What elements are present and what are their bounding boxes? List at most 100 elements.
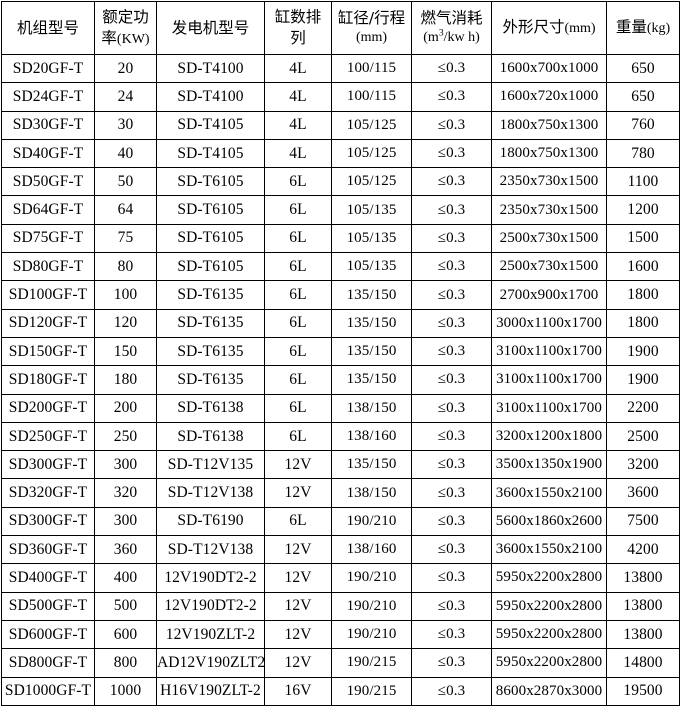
cell-bore: 105/135 [331,223,412,254]
cell-weight: 1900 [606,365,680,395]
cell-gas: ≤0.3 [411,308,492,338]
cell-model: SD320GF-T [1,478,95,508]
cell-gen: 12V190DT2-2 [156,563,265,593]
cell-model: SD600GF-T [1,619,95,650]
header-text-bore-line2: (mm) [355,30,388,46]
cell-model: SD1000GF-T [1,676,95,706]
cell-weight: 2500 [606,421,680,452]
cell-cyl: 12V [264,648,332,678]
cell-cyl: 6L [264,280,332,310]
cell-gen: H16V190ZLT-2 [156,676,265,706]
cell-dim: 1600x700x1000 [491,53,607,84]
cell-bore: 105/125 [331,110,412,140]
cell-gas: ≤0.3 [411,110,492,140]
cell-gas: ≤0.3 [411,591,492,621]
cell-model: SD80GF-T [1,252,95,282]
cell-bore: 138/150 [331,478,412,508]
column-header-cylinder: 缸数排 列 [264,1,332,55]
cell-dim: 2700x900x1700 [491,280,607,310]
cell-power: 64 [94,195,157,225]
cell-gen: SD-T4100 [156,82,265,112]
cell-power: 300 [94,506,157,537]
cell-power: 320 [94,478,157,508]
header-text-gas-line2: (m3/kw h) [423,28,480,46]
cell-dim: 2500x730x1500 [491,252,607,282]
cell-gen: SD-T6105 [156,167,265,197]
cell-gen: SD-T12V138 [156,535,265,565]
cell-model: SD180GF-T [1,365,95,395]
header-row: 机组型号 额定功 率(KW) 发电机型号 缸数排 列 缸径/行程 (mm) 燃气… [1,1,680,55]
cell-bore: 105/135 [331,252,412,282]
cell-gen: 12V190ZLT-2 [156,619,265,650]
cell-bore: 190/210 [331,591,412,621]
table-row: SD250GF-T 250 SD-T6138 6L 138/160 ≤0.3 3200x12… [1,421,680,452]
cell-power: 30 [94,110,157,140]
header-text-dimensions: 外形尺寸(mm) [502,18,596,37]
cell-gen: SD-T4105 [156,110,265,140]
cell-weight: 7500 [606,506,680,537]
cell-dim: 3100x1100x1700 [491,336,607,367]
cell-model: SD100GF-T [1,280,95,310]
cell-weight: 1900 [606,336,680,367]
cell-model: SD150GF-T [1,336,95,367]
table-row: SD100GF-T 100 SD-T6135 6L 135/150 ≤0.3 2700x90… [1,280,680,310]
cell-weight: 13800 [606,591,680,621]
cell-power: 400 [94,563,157,593]
cell-power: 40 [94,138,157,169]
cell-bore: 190/215 [331,648,412,678]
cell-gen: SD-T6138 [156,421,265,452]
cell-bore: 138/160 [331,421,412,452]
cell-model: SD200GF-T [1,393,95,423]
cell-dim: 1600x720x1000 [491,82,607,112]
cell-power: 360 [94,535,157,565]
cell-gas: ≤0.3 [411,535,492,565]
cell-gas: ≤0.3 [411,82,492,112]
table-row: SD200GF-T 200 SD-T6138 6L 138/150 ≤0.3 3100x11… [1,393,680,423]
cell-power: 50 [94,167,157,197]
cell-power: 800 [94,648,157,678]
cell-gas: ≤0.3 [411,648,492,678]
cell-gas: ≤0.3 [411,280,492,310]
cell-gen: 12V190DT2-2 [156,591,265,621]
cell-gen: SD-T6135 [156,280,265,310]
cell-gen: SD-T4105 [156,138,265,169]
cell-power: 120 [94,308,157,338]
cell-gen: SD-T6135 [156,365,265,395]
cell-bore: 190/215 [331,676,412,706]
cell-gen: SD-T6190 [156,506,265,537]
cell-model: SD120GF-T [1,308,95,338]
cell-cyl: 6L [264,167,332,197]
cell-model: SD30GF-T [1,110,95,140]
cell-weight: 1800 [606,280,680,310]
cell-bore: 135/150 [331,280,412,310]
cell-cyl: 12V [264,591,332,621]
header-text-bore-line1: 缸径/行程 [337,9,406,28]
cell-model: SD800GF-T [1,648,95,678]
table-body: SD20GF-T 20 SD-T4100 4L 100/115 ≤0.3 1600x700x… [1,53,680,706]
cell-gas: ≤0.3 [411,252,492,282]
cell-cyl: 4L [264,110,332,140]
cell-gen: SD-T6105 [156,195,265,225]
cell-power: 20 [94,53,157,84]
cell-cyl: 4L [264,138,332,169]
header-text-cylinder-line1: 缸数排 [274,8,322,27]
table-row: SD64GF-T 64 SD-T6105 6L 105/135 ≤0.3 2350x730x… [1,195,680,225]
table-row: SD75GF-T 75 SD-T6105 6L 105/135 ≤0.3 2500x730x… [1,223,680,254]
cell-dim: 3100x1100x1700 [491,393,607,423]
cell-model: SD75GF-T [1,223,95,254]
cell-weight: 4200 [606,535,680,565]
cell-dim: 5600x1860x2600 [491,506,607,537]
cell-weight: 1200 [606,195,680,225]
cell-cyl: 6L [264,365,332,395]
cell-bore: 105/125 [331,167,412,197]
cell-model: SD360GF-T [1,535,95,565]
header-text-gas-line1: 燃气消耗 [420,9,483,28]
table-row: SD360GF-T 360 SD-T12V138 12V 138/160 ≤0.3 3600… [1,535,680,565]
cell-gas: ≤0.3 [411,619,492,650]
cell-cyl: 6L [264,195,332,225]
cell-weight: 3600 [606,478,680,508]
cell-dim: 2350x730x1500 [491,195,607,225]
cell-bore: 100/115 [331,82,412,112]
cell-weight: 650 [606,53,680,84]
table-row: SD800GF-T 800 AD12V190ZLT2 12V 190/215 ≤0.3 59… [1,648,680,678]
